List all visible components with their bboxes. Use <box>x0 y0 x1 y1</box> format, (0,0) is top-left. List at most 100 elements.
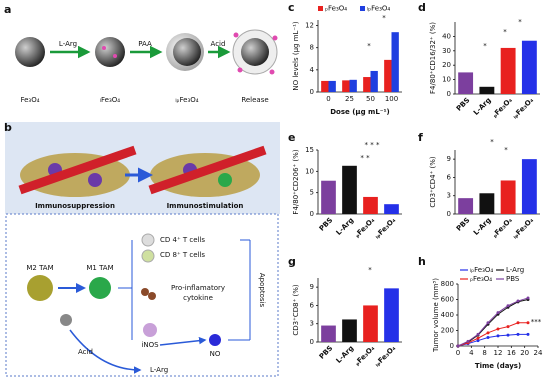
annotation: * <box>490 138 494 146</box>
marker <box>486 321 490 325</box>
y-axis-label: NO levels (μg mL⁻¹) <box>292 21 300 91</box>
marker <box>506 304 510 308</box>
y-tick-label: 0 <box>310 210 314 218</box>
annotation: * <box>504 146 508 154</box>
cytokine-label: cytokine <box>183 294 213 302</box>
dot <box>113 54 117 58</box>
bar <box>458 72 474 94</box>
y-tick-label: 600 <box>441 296 454 304</box>
marker <box>526 321 530 325</box>
bar <box>349 79 357 92</box>
annotation: * <box>483 42 487 50</box>
annotation: * <box>367 42 371 50</box>
y-tick-label: 10 <box>442 76 451 84</box>
x-tick-label: 0 <box>326 95 330 103</box>
acid-label: Acid <box>78 348 93 356</box>
marker <box>476 332 480 336</box>
legend-label: ₗₚFe₃O₄ <box>367 5 390 13</box>
bar <box>521 40 537 94</box>
panel-label: e <box>288 131 295 144</box>
outcome-label: Apoptosis <box>258 273 266 308</box>
annotation: *** <box>531 318 542 326</box>
bar <box>384 288 399 342</box>
frame <box>5 213 279 377</box>
dot <box>269 69 275 75</box>
panel-label: f <box>418 131 423 144</box>
marker <box>516 299 520 303</box>
substrate-label: L-Arg <box>150 366 168 374</box>
bar <box>479 193 495 214</box>
y-axis-label: F4/80⁺CD16/32⁺ (%) <box>429 22 437 94</box>
bar <box>342 165 357 214</box>
y-tick-label: 9 <box>310 283 314 291</box>
cytokine <box>148 292 156 300</box>
dot <box>272 35 278 41</box>
sphere <box>173 38 201 66</box>
x-tick-label: PBS <box>455 96 472 113</box>
y-tick-label: 8 <box>310 44 314 52</box>
bar <box>391 32 399 92</box>
marker <box>506 325 510 329</box>
legend-label: ₚFe₃O₄ <box>325 5 347 13</box>
marker <box>496 334 500 338</box>
cell-label: M1 TAM <box>86 264 113 272</box>
y-axis-label: CD3⁺CD4⁺ (%) <box>429 156 437 207</box>
dot <box>102 46 106 50</box>
y-tick-label: 6 <box>310 301 315 309</box>
vessel <box>18 145 137 195</box>
dot <box>237 67 243 73</box>
x-tick-label: 24 <box>534 349 543 357</box>
label: ₗFe₃O₄ <box>100 96 120 104</box>
arrow <box>69 329 142 374</box>
annotation: * * * <box>365 141 380 149</box>
y-tick-label: 10 <box>305 167 314 175</box>
marker <box>526 296 530 300</box>
y-tick-label: 20 <box>442 61 451 69</box>
x-tick-label: ₗₚFe₃O₄ <box>511 96 535 120</box>
annotation: * <box>503 28 507 36</box>
cell-label: M2 TAM <box>26 264 53 272</box>
bar <box>321 180 336 214</box>
panel-label: g <box>288 255 296 268</box>
y-tick-label: 200 <box>441 327 454 335</box>
marker <box>486 335 490 339</box>
annotation: * * <box>360 154 370 162</box>
m1-cell <box>89 277 111 299</box>
bar <box>342 319 357 342</box>
marker <box>486 331 490 335</box>
label: Fe₃O₄ <box>20 96 39 104</box>
x-tick-label: 16 <box>507 349 516 357</box>
line <box>457 297 529 347</box>
marker <box>466 339 470 343</box>
cytokine-label: Pro-inflamatory <box>171 284 225 292</box>
step-label: L-Arg <box>59 40 77 48</box>
label: ₗₚFe₃O₄ <box>175 96 198 104</box>
marker <box>476 336 480 340</box>
arrow <box>159 336 207 346</box>
y-tick-label: 5 <box>310 189 314 197</box>
cell <box>88 173 102 187</box>
marker <box>456 344 460 348</box>
x-tick-label: PBS <box>455 216 472 233</box>
x-tick-label: 12 <box>494 349 503 357</box>
y-tick-label: 400 <box>441 311 454 319</box>
legend-label: PBS <box>506 275 520 283</box>
panel-label: b <box>4 121 12 134</box>
annotation: * <box>368 266 372 274</box>
sphere <box>95 37 125 67</box>
x-tick-label: 8 <box>482 349 486 357</box>
x-tick-label: 100 <box>385 95 398 103</box>
x-tick-label: 0 <box>456 349 460 357</box>
x-tick-label: ₚFe₃O₄ <box>491 96 514 119</box>
y-axis-label: CD3⁺CD8⁺ (%) <box>292 284 300 335</box>
x-tick-label: 20 <box>520 349 529 357</box>
x-axis-label: Time (days) <box>475 362 521 370</box>
y-tick-label: 0 <box>310 88 314 96</box>
marker <box>496 327 500 331</box>
marker <box>496 311 500 315</box>
legend-label: ₗₚFe₃O₄ <box>470 266 493 274</box>
step-label: Acid <box>211 40 226 48</box>
bar <box>384 59 392 92</box>
bar <box>321 80 329 92</box>
x-tick-label: PBS <box>318 344 335 361</box>
